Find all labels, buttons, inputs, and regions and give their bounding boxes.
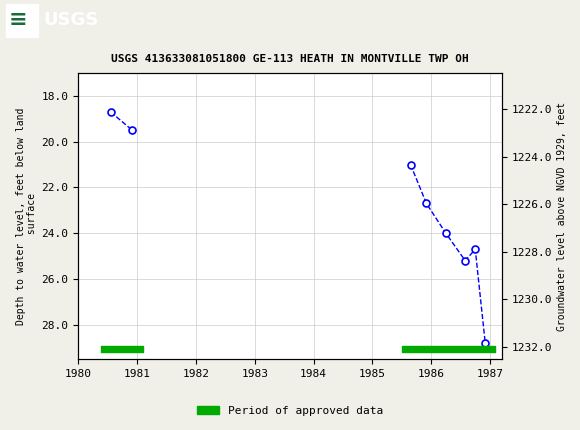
Bar	[6, 4, 38, 37]
Y-axis label: Depth to water level, feet below land
 surface: Depth to water level, feet below land su…	[16, 108, 38, 325]
Text: USGS 413633081051800 GE-113 HEATH IN MONTVILLE TWP OH: USGS 413633081051800 GE-113 HEATH IN MON…	[111, 54, 469, 64]
Legend: Period of approved data: Period of approved data	[193, 401, 387, 420]
Y-axis label: Groundwater level above NGVD 1929, feet: Groundwater level above NGVD 1929, feet	[557, 101, 567, 331]
Text: ≡: ≡	[9, 10, 27, 31]
Text: USGS: USGS	[44, 12, 99, 29]
